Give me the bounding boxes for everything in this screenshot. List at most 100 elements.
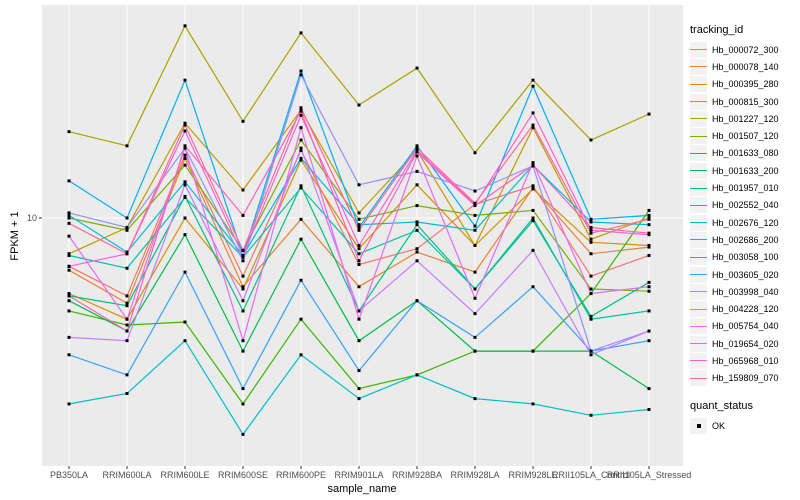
data-point [67, 234, 71, 238]
data-point [415, 228, 419, 232]
data-point [357, 259, 361, 263]
legend-item-quant-ok: OK [690, 417, 798, 434]
data-point [473, 312, 477, 316]
data-point [299, 156, 303, 160]
data-point [125, 144, 129, 148]
data-point [357, 387, 361, 391]
data-point [647, 208, 651, 212]
x-tick-label: PB350LA [49, 470, 89, 480]
legend-key-box [690, 266, 707, 283]
legend-key-box [690, 335, 707, 352]
legend-line-swatch [690, 101, 707, 103]
data-point [647, 309, 651, 313]
legend-item-Hb_001633_080: Hb_001633_080 [690, 145, 798, 162]
data-point [125, 301, 129, 305]
data-point [589, 228, 593, 232]
legend-item-Hb_000815_300: Hb_000815_300 [690, 93, 798, 110]
legend-key-box [690, 76, 707, 93]
legend-item-Hb_159809_070: Hb_159809_070 [690, 370, 798, 387]
data-point [183, 129, 187, 133]
legend-item-label: Hb_000815_300 [712, 96, 779, 107]
y-tick-label: 10 [26, 213, 37, 223]
data-point [67, 252, 71, 256]
y-axis-title: FPKM + 1 [9, 211, 21, 261]
legend-item-label: Hb_002552_040 [712, 200, 779, 211]
data-point [357, 309, 361, 313]
legend-item-Hb_003998_040: Hb_003998_040 [690, 283, 798, 300]
data-point [473, 243, 477, 247]
x-tick-label: RRIM600PE [275, 470, 327, 480]
data-point [473, 296, 477, 300]
data-point [357, 317, 361, 321]
data-point [647, 329, 651, 333]
data-point [473, 397, 477, 401]
legend-item-label: Hb_003605_020 [712, 269, 779, 280]
legend-key-box [690, 145, 707, 162]
data-point [415, 373, 419, 377]
data-point [299, 186, 303, 190]
x-tick-label: RRIM928LE [508, 470, 558, 480]
data-point [299, 126, 303, 130]
legend-line-swatch [690, 274, 707, 275]
data-point [67, 221, 71, 225]
legend-key-box [690, 58, 707, 75]
data-point [299, 146, 303, 150]
data-point [299, 184, 303, 188]
legend-item-Hb_001633_200: Hb_001633_200 [690, 162, 798, 179]
data-point [125, 225, 129, 229]
square-point-icon [696, 423, 701, 428]
legend-item-label: Hb_002686_200 [712, 234, 779, 245]
data-point [183, 180, 187, 184]
data-point [531, 163, 535, 167]
data-point [473, 349, 477, 353]
data-point [299, 138, 303, 142]
data-point [125, 250, 129, 254]
legend-line-swatch [690, 308, 707, 310]
data-point [67, 264, 71, 268]
x-tick-label: RRIM600LA [102, 470, 152, 480]
data-point [67, 213, 71, 217]
data-point [589, 413, 593, 417]
legend-line-swatch [690, 135, 707, 137]
data-point [67, 335, 71, 339]
data-point [241, 309, 245, 313]
data-point [299, 109, 303, 113]
data-point [125, 323, 129, 327]
data-point [531, 111, 535, 115]
data-point [183, 339, 187, 343]
data-point [183, 163, 187, 167]
legend-item-label: Hb_000078_140 [712, 61, 779, 72]
x-tick-label: RRIM600SE [217, 470, 269, 480]
data-point [241, 287, 245, 291]
data-point [531, 219, 535, 223]
legend-item-Hb_001957_010: Hb_001957_010 [690, 179, 798, 197]
data-point [415, 247, 419, 251]
data-point [241, 188, 245, 192]
legend-key-box [690, 301, 707, 318]
data-point [67, 353, 71, 357]
data-point [589, 231, 593, 235]
legend-item-label: Hb_000072_300 [712, 44, 779, 55]
data-point [241, 213, 245, 217]
legend-item-Hb_000078_140: Hb_000078_140 [690, 58, 798, 75]
legend: tracking_id Hb_000072_300 Hb_000078_140 Hb… [690, 24, 798, 434]
data-point [415, 169, 419, 173]
data-point [299, 69, 303, 73]
data-point [241, 255, 245, 259]
legend-item-label: Hb_001633_200 [712, 165, 779, 176]
data-point [531, 123, 535, 127]
data-point [473, 287, 477, 291]
data-point [647, 223, 651, 227]
data-point [357, 252, 361, 256]
data-point [183, 146, 187, 150]
legend-line-swatch [690, 170, 707, 172]
legend-title-quant-status: quant_status [690, 399, 753, 412]
legend-key-box [690, 249, 707, 266]
x-tick-label: RRIM928LA [450, 470, 500, 480]
legend-item-label: OK [712, 420, 726, 431]
data-point [589, 287, 593, 291]
data-point [473, 151, 477, 155]
data-point [473, 189, 477, 193]
legend-item-Hb_002676_120: Hb_002676_120 [690, 214, 798, 231]
data-point [183, 144, 187, 148]
